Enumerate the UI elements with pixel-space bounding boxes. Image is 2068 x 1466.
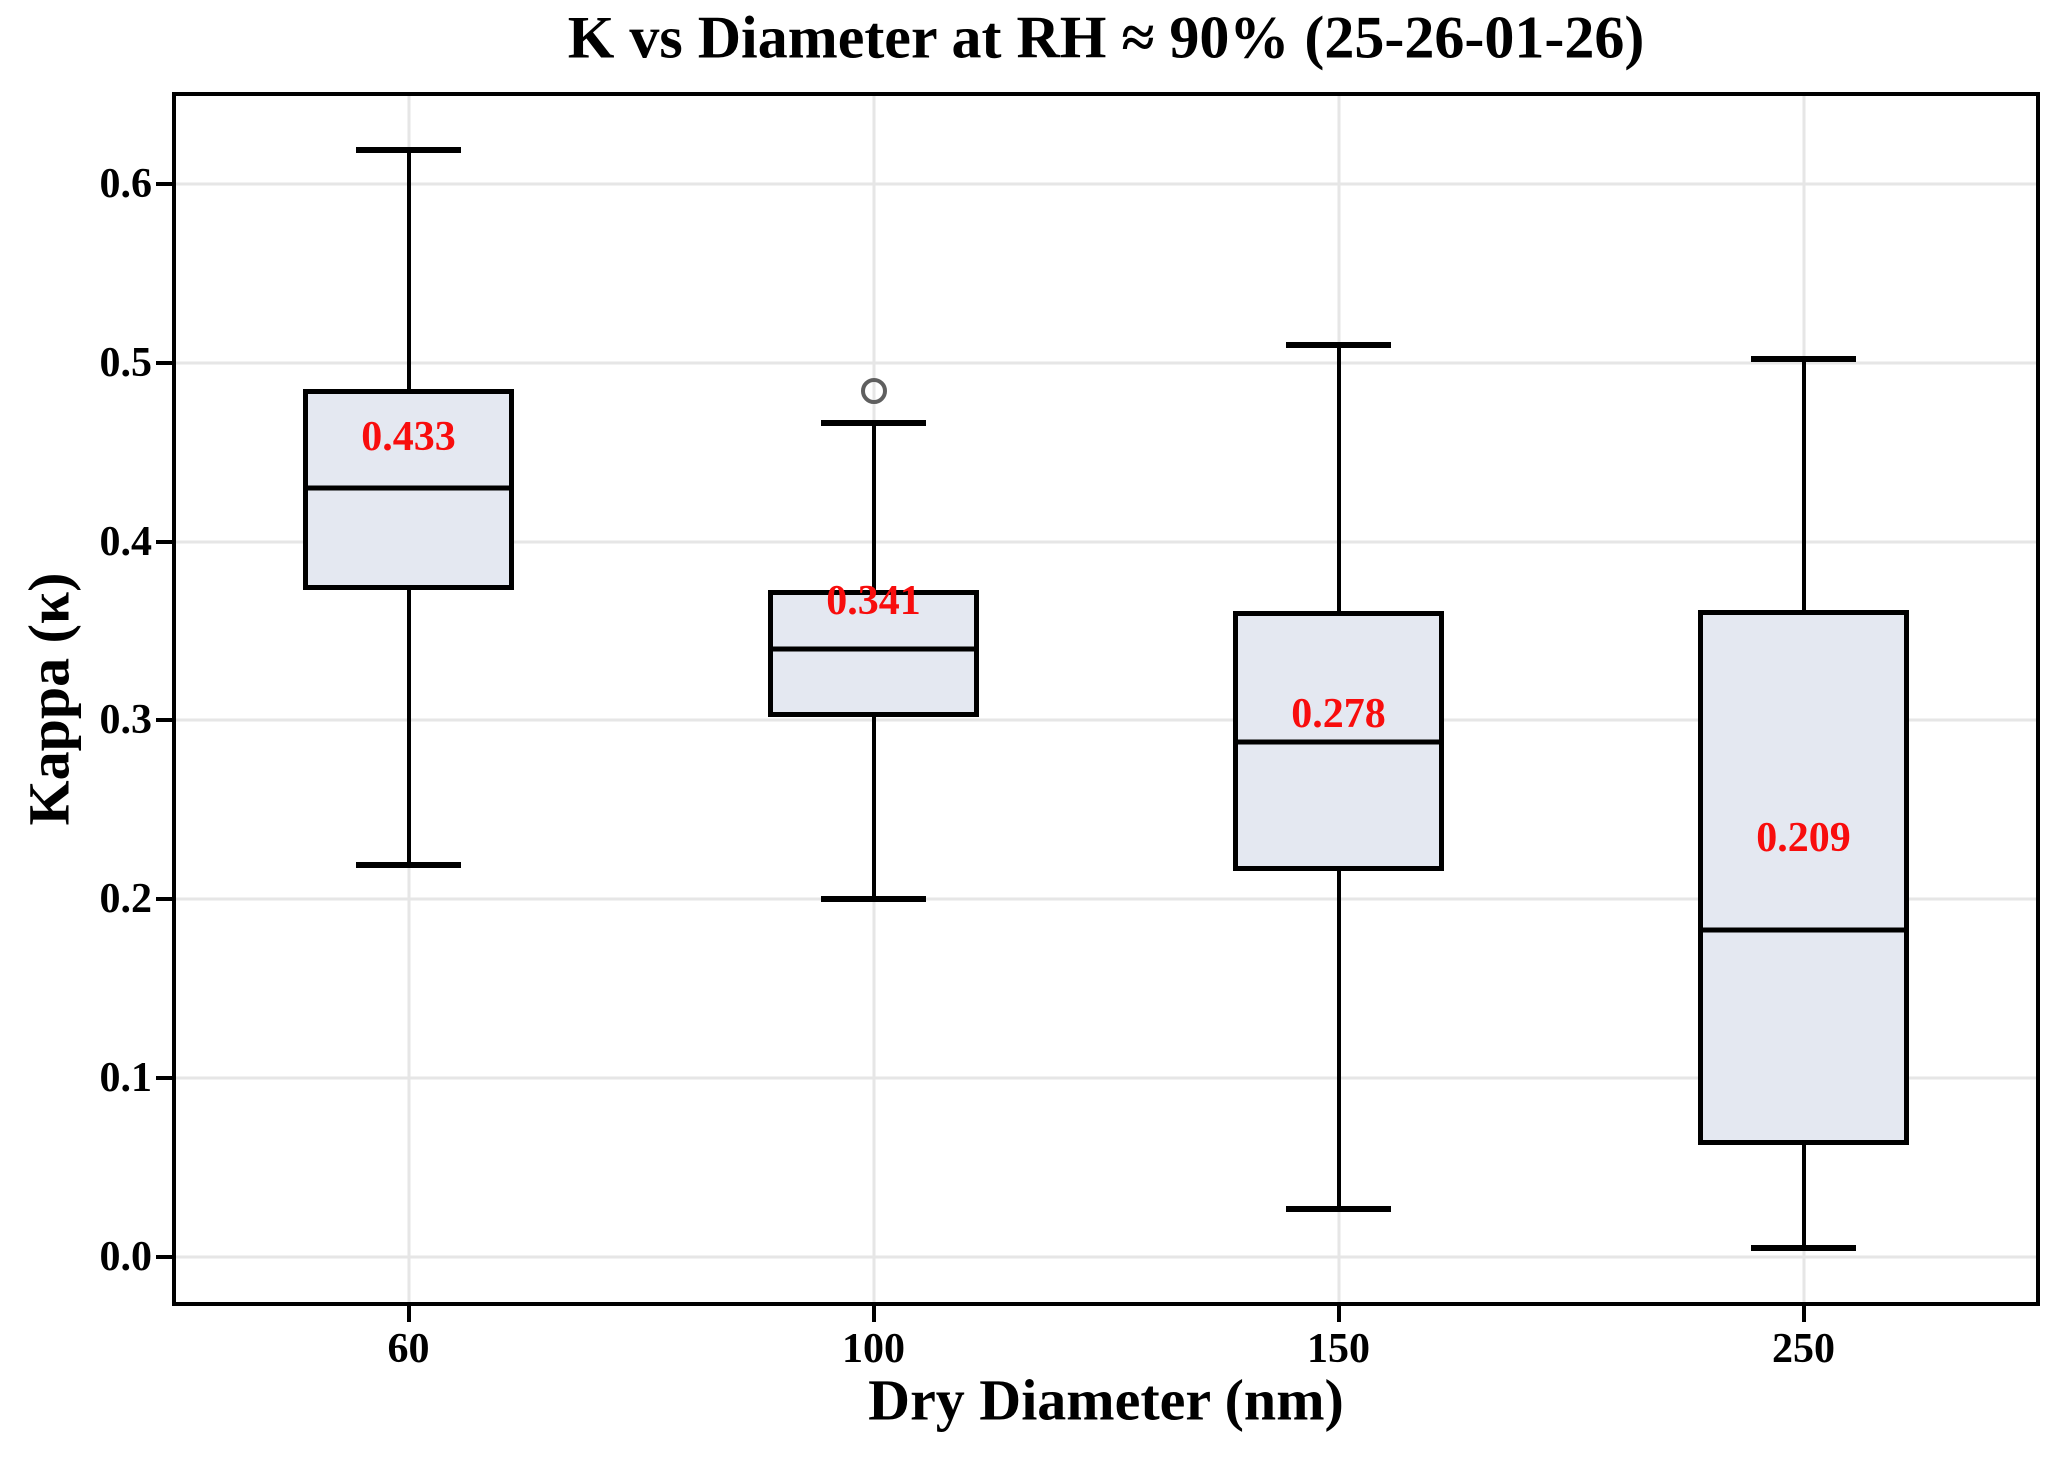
whisker-cap-top-250nm bbox=[1750, 356, 1857, 363]
median-line-100nm bbox=[768, 646, 979, 652]
mean-label-150nm: 0.278 bbox=[1291, 691, 1386, 738]
box-rect-250nm bbox=[1698, 609, 1909, 1145]
y-tick bbox=[156, 181, 176, 186]
whisker-cap-top-100nm bbox=[820, 420, 927, 427]
mean-label-100nm: 0.341 bbox=[826, 578, 921, 625]
h-gridline bbox=[176, 182, 2036, 186]
plot-area: 0.0 0.1 0.2 0.3 0.4 0.5 0.6 60 100 150 250 0.433 0.3… bbox=[100, 92, 2040, 1370]
x-tick bbox=[1336, 1302, 1341, 1322]
y-tick bbox=[156, 1076, 176, 1081]
y-tick-label: 0.0 bbox=[99, 1234, 153, 1281]
y-tick bbox=[156, 539, 176, 544]
y-tick bbox=[156, 1255, 176, 1260]
whisker-cap-top-60nm bbox=[355, 146, 462, 153]
chart-title: K vs Diameter at RH ≈ 90% (25-26-01-26) bbox=[567, 4, 1645, 71]
h-gridline bbox=[176, 718, 2036, 722]
y-tick bbox=[156, 718, 176, 723]
h-gridline bbox=[176, 897, 2036, 901]
y-tick-label: 0.1 bbox=[99, 1055, 153, 1102]
x-tick bbox=[871, 1302, 876, 1322]
y-tick-label: 0.5 bbox=[99, 339, 153, 386]
h-gridline bbox=[176, 1076, 2036, 1080]
whisker-cap-top-150nm bbox=[1285, 341, 1392, 348]
y-tick-label: 0.2 bbox=[99, 876, 153, 923]
x-tick bbox=[1801, 1302, 1806, 1322]
whisker-cap-bottom-100nm bbox=[820, 896, 927, 903]
whisker-cap-bottom-150nm bbox=[1285, 1205, 1392, 1212]
whisker-cap-bottom-60nm bbox=[355, 862, 462, 869]
y-tick-label: 0.4 bbox=[99, 518, 153, 565]
mean-label-60nm: 0.433 bbox=[361, 413, 456, 460]
x-tick-label: 250 bbox=[1772, 1326, 1835, 1372]
y-tick-label: 0.6 bbox=[99, 160, 153, 207]
h-gridline bbox=[176, 540, 2036, 544]
y-axis-label: Kappa (κ) bbox=[16, 572, 82, 826]
outlier-point-100nm bbox=[860, 378, 887, 405]
x-tick-label: 60 bbox=[387, 1326, 430, 1372]
median-line-150nm bbox=[1233, 739, 1444, 745]
y-tick bbox=[156, 360, 176, 365]
h-gridline bbox=[176, 1255, 2036, 1259]
median-line-60nm bbox=[303, 485, 514, 491]
y-tick bbox=[156, 897, 176, 902]
box-rect-100nm bbox=[768, 589, 979, 717]
x-tick bbox=[406, 1302, 411, 1322]
x-tick-label: 100 bbox=[842, 1326, 905, 1372]
h-gridline bbox=[176, 361, 2036, 365]
y-tick-label: 0.3 bbox=[99, 697, 153, 744]
whisker-cap-bottom-250nm bbox=[1750, 1245, 1857, 1252]
x-axis-label: Dry Diameter (nm) bbox=[868, 1367, 1344, 1433]
median-line-250nm bbox=[1698, 927, 1909, 933]
mean-label-250nm: 0.209 bbox=[1756, 814, 1851, 861]
x-tick-label: 150 bbox=[1307, 1326, 1370, 1372]
